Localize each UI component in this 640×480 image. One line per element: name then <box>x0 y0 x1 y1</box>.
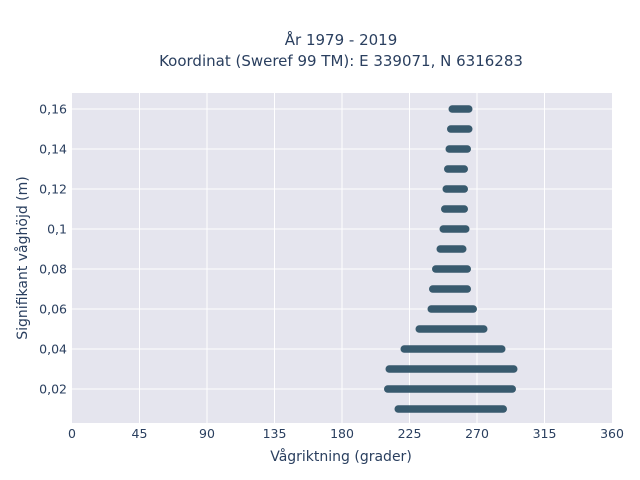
x-tick-label: 45 <box>132 426 148 441</box>
y-tick-label: 0,06 <box>39 302 67 317</box>
y-tick-label: 0,08 <box>39 262 67 277</box>
data-band <box>429 285 471 293</box>
data-band <box>444 165 468 173</box>
y-axis-ticks: 0,02 0,04 0,06 0,08 0,1 0,12 0,14 0,16 <box>39 102 67 397</box>
x-axis-ticks: 0 45 90 135 180 225 270 315 360 <box>68 426 624 441</box>
data-band <box>442 185 468 193</box>
data-band <box>447 125 473 133</box>
y-tick-label: 0,12 <box>39 182 67 197</box>
y-tick-label: 0,04 <box>39 342 67 357</box>
x-tick-label: 0 <box>68 426 76 441</box>
y-axis-title: Signifikant våghöjd (m) <box>14 176 31 339</box>
y-tick-label: 0,16 <box>39 102 67 117</box>
data-points <box>384 105 518 413</box>
x-tick-label: 225 <box>398 426 422 441</box>
x-tick-label: 90 <box>199 426 215 441</box>
data-band <box>385 365 518 373</box>
data-band <box>441 205 468 213</box>
grid-lines <box>72 93 612 423</box>
chart-title-line-2: Koordinat (Sweref 99 TM): E 339071, N 63… <box>159 52 523 70</box>
y-tick-label: 0,14 <box>39 142 67 157</box>
chart-title-line-1: År 1979 - 2019 <box>285 30 398 49</box>
data-band <box>415 325 488 333</box>
data-band <box>432 265 471 273</box>
data-band <box>448 105 473 113</box>
x-tick-label: 270 <box>465 426 489 441</box>
data-band <box>394 405 507 413</box>
data-band <box>427 305 477 313</box>
x-tick-label: 180 <box>330 426 354 441</box>
x-tick-label: 135 <box>263 426 287 441</box>
data-band <box>436 245 467 253</box>
data-band <box>400 345 506 353</box>
data-band <box>445 145 471 153</box>
x-tick-label: 315 <box>533 426 557 441</box>
x-axis-title: Vågriktning (grader) <box>270 448 412 465</box>
data-band <box>439 225 470 233</box>
y-tick-label: 0,02 <box>39 382 67 397</box>
y-tick-label: 0,1 <box>47 222 67 237</box>
data-band <box>384 385 516 393</box>
x-tick-label: 360 <box>600 426 624 441</box>
